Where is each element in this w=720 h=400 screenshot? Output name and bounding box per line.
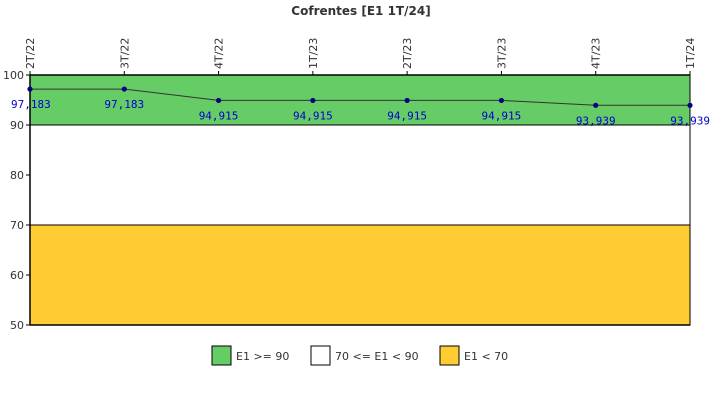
x-tick-label: 4T/23	[590, 38, 603, 69]
band-2	[29, 224, 691, 326]
x-tick-label: 3T/22	[118, 38, 131, 69]
y-tick-label: 90	[10, 119, 24, 132]
y-tick-label: 50	[10, 319, 24, 332]
data-point	[215, 97, 222, 104]
data-point	[404, 97, 410, 104]
x-tick-label: 2T/23	[401, 38, 414, 69]
data-point	[593, 102, 599, 108]
band-1	[29, 124, 691, 226]
legend-swatch	[439, 345, 460, 366]
data-point	[498, 97, 505, 104]
legend-swatch	[211, 345, 232, 366]
data-label: 93,939	[670, 114, 710, 127]
x-tick-label: 3T/23	[495, 38, 508, 69]
data-point	[687, 102, 693, 108]
data-label: 94,915	[199, 109, 239, 122]
x-tick-label: 1T/23	[307, 38, 320, 69]
legend-label: E1 < 70	[464, 350, 508, 363]
chart-title: Cofrentes [E1 1T/24]	[291, 4, 430, 18]
legend-label: E1 >= 90	[236, 350, 289, 363]
x-tick-label: 1T/24	[684, 38, 697, 69]
x-tick-label: 2T/22	[24, 38, 37, 69]
x-tick-label: 4T/22	[213, 38, 226, 69]
series-line	[30, 88, 690, 106]
y-tick-label: 70	[10, 219, 24, 232]
data-point	[310, 97, 316, 104]
data-label: 94,915	[482, 109, 522, 122]
y-tick-label: 60	[10, 269, 24, 282]
data-label: 97,183	[11, 98, 51, 111]
y-tick-label: 100	[3, 69, 24, 82]
data-label: 93,939	[576, 114, 616, 127]
data-label: 97,183	[104, 98, 144, 111]
y-tick-label: 80	[10, 169, 24, 182]
legend-swatch	[310, 345, 331, 366]
data-label: 94,915	[387, 109, 427, 122]
data-label: 94,915	[293, 109, 333, 122]
data-point	[27, 86, 33, 92]
data-point	[121, 86, 127, 92]
legend-label: 70 <= E1 < 90	[335, 350, 419, 363]
